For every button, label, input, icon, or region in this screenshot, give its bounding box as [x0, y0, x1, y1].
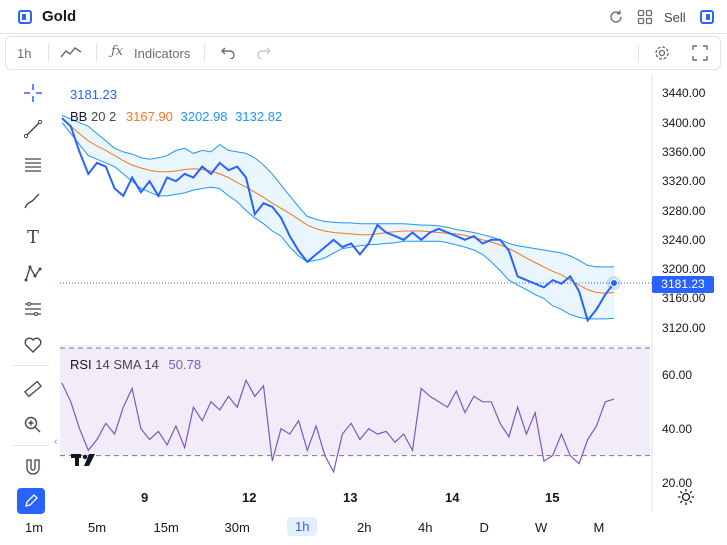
heart-icon[interactable] [22, 334, 44, 356]
price-pane [60, 114, 652, 323]
pattern-icon[interactable] [22, 262, 44, 284]
timeframe-M[interactable]: M [593, 520, 605, 535]
timeframe-30m[interactable]: 30m [224, 520, 250, 535]
price-tick-label: 3120.00 [662, 320, 706, 335]
price-tick-label: 3440.00 [662, 86, 706, 101]
price-tick-label: 3320.00 [662, 174, 706, 189]
undo-icon[interactable] [220, 45, 236, 64]
last-price-label: 3181.23 [70, 87, 117, 102]
rsi-band [60, 348, 650, 456]
timeframe-5m[interactable]: 5m [88, 520, 107, 535]
toolbar-divider [204, 44, 205, 62]
toolbar-divider [96, 44, 97, 62]
top-bar [0, 0, 727, 34]
sun-icon[interactable] [677, 488, 695, 511]
zoom-icon[interactable] [22, 414, 44, 436]
price-tick-label: 3280.00 [662, 203, 706, 218]
trendline-icon[interactable] [22, 118, 44, 140]
interval-button[interactable]: 1h [17, 46, 32, 61]
tools-divider [13, 365, 49, 366]
rsi-tick-label: 20.00 [662, 475, 693, 490]
bb-basis-line [61, 118, 615, 294]
timeframe-1m[interactable]: 1m [25, 520, 44, 535]
last-price-dot [610, 279, 618, 288]
bb-params: 20 2 [90, 109, 117, 124]
timeframe-D[interactable]: D [479, 520, 489, 535]
fib-icon[interactable] [22, 154, 44, 176]
chart-toolbar [5, 36, 721, 70]
bb-upper-value: 3202.98 [180, 109, 228, 124]
bb-legend[interactable]: BB 20 2 3167.90 3202.98 3132.82 [70, 109, 282, 124]
text-icon[interactable]: T [26, 226, 39, 248]
ruler-icon[interactable] [22, 378, 44, 400]
rsi-tick-label: 60.00 [662, 367, 693, 382]
price-line [61, 117, 615, 323]
settings-icon[interactable] [654, 45, 670, 66]
toolbar-divider [638, 44, 639, 62]
collapse-toolbar-icon[interactable]: ‹ [54, 436, 58, 448]
sell-button[interactable]: Sell [664, 10, 686, 25]
bb-upper-line [61, 114, 614, 268]
magnet-icon[interactable] [22, 456, 44, 478]
time-tick-label: 13 [343, 490, 358, 505]
draw-active-icon[interactable] [17, 488, 45, 514]
drawing-toolbar: T [5, 72, 57, 514]
price-tick-label: 3400.00 [662, 115, 706, 130]
rsi-legend[interactable]: RSI 14 SMA 14 50.78 [70, 357, 201, 372]
crosshair-icon[interactable] [22, 82, 44, 104]
time-tick-label: 9 [141, 490, 149, 505]
timeframe-2h[interactable]: 2h [357, 520, 372, 535]
rsi-value: 50.78 [168, 357, 202, 372]
tradingview-logo[interactable] [70, 450, 100, 470]
price-tick-label: 3200.00 [662, 262, 706, 277]
rsi-name: RSI [70, 357, 92, 372]
timeframe-W[interactable]: W [535, 520, 548, 535]
timeframe-15m[interactable]: 15m [153, 520, 179, 535]
redo-icon[interactable] [256, 45, 272, 64]
bb-fill [62, 115, 614, 319]
chart-svg[interactable] [0, 0, 727, 512]
price-tick-label: 3160.00 [662, 291, 706, 306]
price-tick-label: 3240.00 [662, 232, 706, 247]
grid-icon[interactable] [637, 9, 653, 30]
bb-lower-line [61, 122, 615, 320]
time-tick-label: 12 [242, 490, 257, 505]
symbol-title[interactable]: Gold [42, 8, 77, 25]
fx-icon[interactable]: ƒx [111, 44, 124, 59]
brush-icon[interactable] [22, 190, 44, 212]
refresh-icon[interactable] [608, 9, 624, 30]
rsi-line [61, 378, 615, 474]
tools-divider [13, 445, 49, 446]
indicators-button[interactable]: Indicators [134, 46, 191, 61]
rsi-params: 14 SMA 14 [95, 357, 159, 372]
bb-lower-value: 3132.82 [235, 109, 283, 124]
time-tick-label: 15 [545, 490, 560, 505]
toolbar-divider [48, 44, 49, 62]
rsi-pane [60, 347, 650, 474]
bb-basis-value: 3167.90 [125, 109, 173, 124]
rsi-tick-label: 40.00 [662, 421, 693, 436]
measure-tools-icon[interactable] [22, 298, 44, 320]
line-style-icon[interactable] [60, 44, 82, 67]
timeframe-4h[interactable]: 4h [418, 520, 433, 535]
bb-name: BB [70, 109, 88, 124]
timeframe-1h[interactable]: 1h [287, 517, 318, 536]
current-price-tag: 3181.23 [652, 276, 714, 293]
price-tick-label: 3360.00 [662, 144, 706, 159]
time-tick-label: 14 [445, 490, 460, 505]
fullscreen-icon[interactable] [692, 45, 708, 66]
